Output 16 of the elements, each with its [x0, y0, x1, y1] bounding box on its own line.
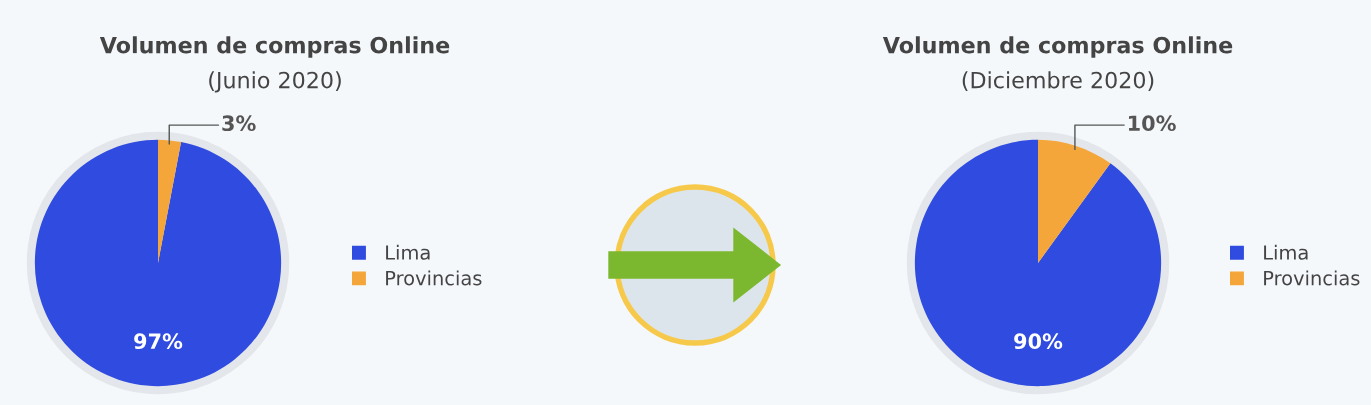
chart-subtitle: (Diciembre 2020)	[962, 71, 1154, 92]
chart-title: Volumen de compras Online	[882, 36, 1233, 58]
data-label: 10%	[1128, 115, 1176, 132]
legend-label: Lima	[386, 244, 430, 260]
chart-title: Volumen de compras Online	[99, 36, 450, 58]
data-label: 97%	[134, 333, 183, 350]
pie-slice	[158, 139, 182, 263]
data-label: 3%	[222, 115, 256, 132]
pie-slice	[914, 139, 1162, 387]
data-label: 90%	[1014, 333, 1063, 350]
legend-label: Provincias	[386, 270, 482, 286]
chart-subtitle: (Junio 2020)	[209, 71, 341, 93]
legend-label: Provincias	[1264, 270, 1360, 286]
pie-slice	[1038, 139, 1111, 263]
pie-slice	[34, 139, 282, 387]
legend-label: Lima	[1264, 244, 1308, 260]
